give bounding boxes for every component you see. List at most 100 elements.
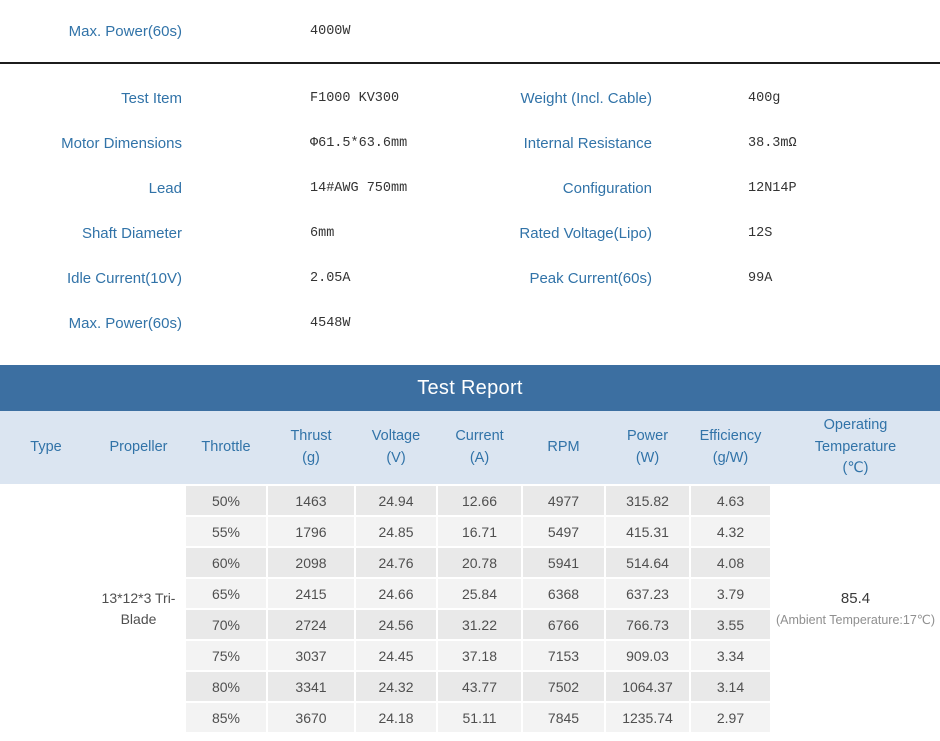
top-spec-row: Max. Power(60s) 4000W bbox=[0, 0, 940, 62]
spec-value: 99A bbox=[748, 271, 773, 286]
report-row: 13*12*3 Tri-Blade 50% 1463 24.94 12.66 4977 31… bbox=[0, 485, 940, 734]
column-header-power: Power (W) bbox=[605, 411, 690, 486]
cell-current: 31.22 bbox=[437, 609, 523, 641]
report-row: 85% 3670 24.18 51.11 7845 1235.74 2.97 bbox=[0, 702, 940, 734]
column-header-operating: Operating Temperature (℃) bbox=[771, 411, 940, 486]
spec-label: Motor Dimensions bbox=[61, 135, 182, 152]
spec-label bbox=[460, 301, 660, 346]
cell-efficiency: 2.97 bbox=[690, 702, 772, 734]
cell-throttle: 75% bbox=[185, 640, 268, 672]
spec-value: Φ61.5*63.6mm bbox=[310, 136, 408, 151]
cell-thrust: 2098 bbox=[267, 547, 356, 579]
cell-current: 51.11 bbox=[437, 702, 523, 734]
report-table-head: Type Propeller Throttle Thrust (g) Voltage (V)… bbox=[0, 411, 940, 486]
column-header-propeller: Propeller bbox=[92, 411, 185, 486]
column-header-type: Type bbox=[0, 411, 92, 486]
report-row: 65% 2415 24.66 25.84 6368 637.23 3.79 bbox=[0, 578, 940, 610]
cell-power: 315.82 bbox=[605, 485, 691, 517]
spec-label: Test Item bbox=[121, 90, 182, 107]
cell-power: 1064.37 bbox=[605, 671, 691, 703]
spec-label: Internal Resistance bbox=[523, 135, 652, 152]
cell-voltage: 24.32 bbox=[355, 671, 438, 703]
spec-label: Peak Current(60s) bbox=[529, 270, 652, 287]
spec-value-max-power-prev: 4000W bbox=[310, 23, 351, 39]
cell-current: 16.71 bbox=[437, 516, 523, 548]
column-header-voltage: Voltage (V) bbox=[355, 411, 437, 486]
cell-throttle: 60% bbox=[185, 547, 268, 579]
cell-efficiency: 4.32 bbox=[690, 516, 772, 548]
cell-rpm: 7845 bbox=[522, 702, 606, 734]
propeller-cell: 13*12*3 Tri-Blade bbox=[92, 485, 186, 734]
cell-power: 514.64 bbox=[605, 547, 691, 579]
cell-thrust: 2415 bbox=[267, 578, 356, 610]
cell-throttle: 55% bbox=[185, 516, 268, 548]
cell-efficiency: 3.55 bbox=[690, 609, 772, 641]
cell-voltage: 24.94 bbox=[355, 485, 438, 517]
cell-efficiency: 4.63 bbox=[690, 485, 772, 517]
spec-value: 6mm bbox=[310, 226, 335, 241]
spec-value: F1000 KV300 bbox=[310, 91, 400, 106]
cell-rpm: 7153 bbox=[522, 640, 606, 672]
spec-label: Shaft Diameter bbox=[81, 225, 182, 242]
cell-power: 766.73 bbox=[605, 609, 691, 641]
cell-rpm: 5941 bbox=[522, 547, 606, 579]
cell-current: 37.18 bbox=[437, 640, 523, 672]
cell-thrust: 3341 bbox=[267, 671, 356, 703]
report-row: 75% 3037 24.45 37.18 7153 909.03 3.34 bbox=[0, 640, 940, 672]
report-row: 80% 3341 24.32 43.77 7502 1064.37 3.14 bbox=[0, 671, 940, 703]
cell-current: 20.78 bbox=[437, 547, 523, 579]
temperature-note: (Ambient Temperature:17℃) bbox=[775, 613, 935, 628]
spec-value: 4548W bbox=[310, 316, 351, 331]
cell-voltage: 24.76 bbox=[355, 547, 438, 579]
spec-label: Weight (Incl. Cable) bbox=[520, 90, 652, 107]
column-header-current: Current (A) bbox=[437, 411, 522, 486]
cell-power: 909.03 bbox=[605, 640, 691, 672]
type-cell bbox=[0, 485, 93, 734]
cell-throttle: 70% bbox=[185, 609, 268, 641]
column-header-throttle: Throttle bbox=[185, 411, 267, 486]
cell-voltage: 24.18 bbox=[355, 702, 438, 734]
spec-value: 400g bbox=[748, 91, 781, 106]
report-title: Test Report bbox=[417, 376, 523, 399]
cell-power: 637.23 bbox=[605, 578, 691, 610]
spec-label: Rated Voltage(Lipo) bbox=[519, 225, 652, 242]
report-row: 70% 2724 24.56 31.22 6766 766.73 3.55 bbox=[0, 609, 940, 641]
temperature-cell: 85.4 (Ambient Temperature:17℃) bbox=[771, 485, 940, 734]
report-table-body: 13*12*3 Tri-Blade 50% 1463 24.94 12.66 4977 31… bbox=[0, 485, 940, 734]
cell-voltage: 24.66 bbox=[355, 578, 438, 610]
cell-rpm: 7502 bbox=[522, 671, 606, 703]
cell-power: 1235.74 bbox=[605, 702, 691, 734]
cell-efficiency: 3.79 bbox=[690, 578, 772, 610]
cell-thrust: 2724 bbox=[267, 609, 356, 641]
report-row: 60% 2098 24.76 20.78 5941 514.64 4.08 bbox=[0, 547, 940, 579]
cell-voltage: 24.85 bbox=[355, 516, 438, 548]
spec-label: Lead bbox=[148, 180, 182, 197]
spec-table: Test Item F1000 KV300 Weight (Incl. Cable)… bbox=[0, 64, 940, 365]
section-divider bbox=[0, 62, 940, 64]
cell-power: 415.31 bbox=[605, 516, 691, 548]
cell-current: 25.84 bbox=[437, 578, 523, 610]
cell-efficiency: 3.14 bbox=[690, 671, 772, 703]
cell-thrust: 3037 bbox=[267, 640, 356, 672]
column-header-efficiency: Efficiency (g/W) bbox=[690, 411, 771, 486]
cell-efficiency: 3.34 bbox=[690, 640, 772, 672]
cell-voltage: 24.45 bbox=[355, 640, 438, 672]
cell-throttle: 50% bbox=[185, 485, 268, 517]
cell-efficiency: 4.08 bbox=[690, 547, 772, 579]
cell-thrust: 1796 bbox=[267, 516, 356, 548]
cell-throttle: 80% bbox=[185, 671, 268, 703]
temperature-value: 85.4 bbox=[840, 590, 871, 608]
spec-label-max-power-prev: Max. Power(60s) bbox=[68, 22, 182, 40]
spec-label: Max. Power(60s) bbox=[68, 315, 182, 332]
cell-throttle: 85% bbox=[185, 702, 268, 734]
report-title-bar: Test Report bbox=[0, 365, 940, 411]
cell-voltage: 24.56 bbox=[355, 609, 438, 641]
spec-label: Idle Current(10V) bbox=[66, 270, 182, 287]
cell-current: 43.77 bbox=[437, 671, 523, 703]
spec-value: 12S bbox=[748, 226, 773, 241]
spec-label: Configuration bbox=[562, 180, 652, 197]
spec-value bbox=[660, 301, 940, 346]
spec-value: 2.05A bbox=[310, 271, 351, 286]
spec-value: 38.3mΩ bbox=[748, 136, 797, 151]
